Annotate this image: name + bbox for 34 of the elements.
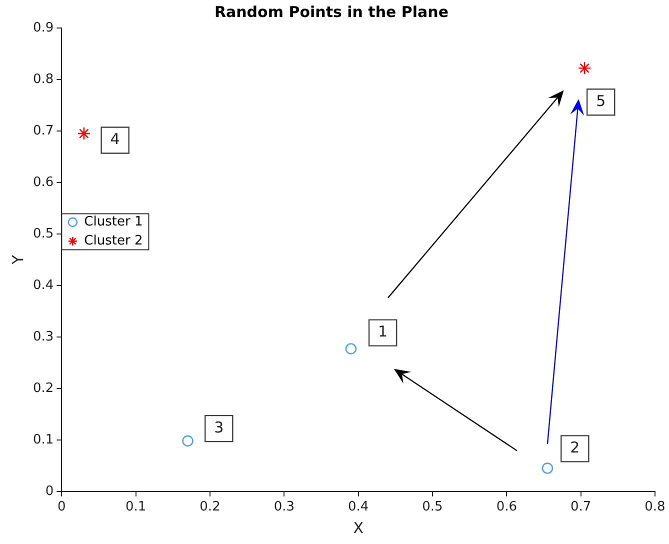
x-tick-label: 0.4 (348, 500, 369, 515)
annotation: 2 (570, 438, 580, 457)
y-tick-label: 0.4 (32, 278, 54, 293)
x-tick-label: 0.6 (496, 500, 518, 515)
legend-label: Cluster 1 (84, 214, 143, 230)
annotation: 3 (214, 418, 224, 436)
x-tick-label: 0.2 (200, 500, 220, 515)
y-tick-label: 0.9 (32, 20, 54, 36)
point (77, 126, 91, 140)
y-axis-title: Y (8, 254, 27, 266)
y-tick-label: 0.6 (32, 174, 54, 190)
y-tick-label: 0.7 (32, 123, 54, 138)
legend-label: Cluster 2 (84, 234, 143, 249)
y-tick-label: 0.8 (32, 72, 54, 87)
point (542, 462, 554, 474)
annotation: 5 (596, 92, 606, 110)
y-tick-label: 0.5 (32, 226, 54, 242)
y-tick-label: 0.1 (32, 432, 54, 448)
y-tick-label: 0.3 (32, 329, 54, 344)
point (345, 343, 357, 354)
x-tick-label: 0.5 (422, 500, 443, 515)
x-tick-label: 0 (58, 500, 66, 515)
point (578, 62, 592, 75)
point (182, 435, 194, 447)
x-tick-label: 0.8 (644, 500, 666, 515)
y-tick-label: 0 (45, 484, 54, 499)
x-tick-label: 0.7 (570, 500, 592, 515)
x-axis-title: X (353, 518, 364, 537)
annotation: 1 (378, 322, 388, 341)
annotation: 4 (110, 130, 120, 148)
chart-title: Random Points in the Plane (214, 2, 449, 21)
x-tick-label: 0.1 (125, 500, 146, 515)
y-tick-label: 0.2 (32, 380, 54, 396)
x-tick-label: 0.3 (274, 500, 295, 515)
